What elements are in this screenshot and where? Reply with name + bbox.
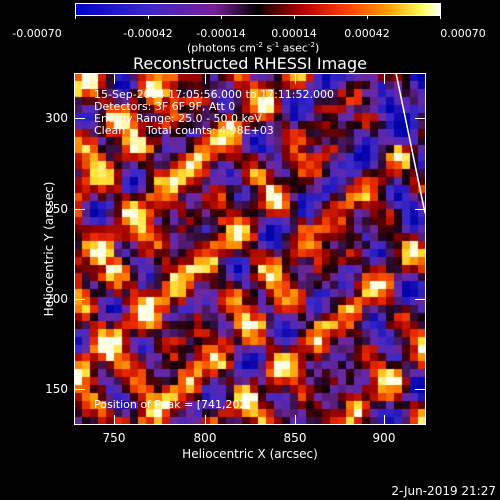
colorbar-tick-mark (440, 15, 441, 19)
x-tick-label: 750 (102, 431, 126, 445)
colorbar-tick-mark (367, 15, 368, 19)
image-title: Reconstructed RHESSI Image (133, 54, 367, 73)
energy-range-text: Energy Range: 25.0 - 50.0 keV (94, 112, 262, 125)
y-tick-label: 150 (45, 382, 68, 396)
colorbar-tick-label: -0.00014 (196, 27, 246, 40)
solar-limb-line (395, 72, 426, 214)
colorbar-tick-label: 0.00070 (440, 27, 486, 40)
colorbar-tick-mark (75, 15, 76, 19)
colorbar-tick-mark (148, 15, 149, 19)
x-tick-label: 900 (372, 431, 396, 445)
y-tick-label: 200 (45, 292, 68, 306)
y-axis-label: Heliocentric Y (arcsec) (42, 181, 56, 317)
x-tick-label: 800 (193, 431, 217, 445)
colorbar-tick-label: -0.00042 (123, 27, 173, 40)
y-tick-label: 250 (45, 202, 68, 216)
x-axis-label: Heliocentric X (arcsec) (182, 447, 318, 461)
colorbar-tick-mark (294, 15, 295, 19)
footer-date: 2-Jun-2019 21:27 (391, 484, 496, 498)
colorbar-tick-mark (221, 15, 222, 19)
time-range-text: 15-Sep-2014 17:05:56.000 to 17:11:52.000 (94, 88, 334, 101)
colorbar-units: (photons cm-2 s-1 asec-2) (187, 41, 320, 55)
colorbar (75, 3, 441, 16)
x-tick-label: 850 (283, 431, 307, 445)
colorbar-tick-label: -0.00070 (12, 27, 62, 40)
clean-label: Clean (94, 124, 126, 137)
y-tick-label: 300 (45, 111, 68, 125)
colorbar-tick-label: 0.00014 (271, 27, 317, 40)
total-counts-text: Total counts: 4.98E+03 (146, 124, 274, 137)
rhessi-clean-image (74, 73, 426, 425)
detectors-text: Detectors: 3F 6F 9F, Att 0 (94, 100, 236, 113)
colorbar-tick-label: 0.00042 (344, 27, 390, 40)
peak-position-text: Position of Peak = [741,202] (94, 398, 251, 411)
